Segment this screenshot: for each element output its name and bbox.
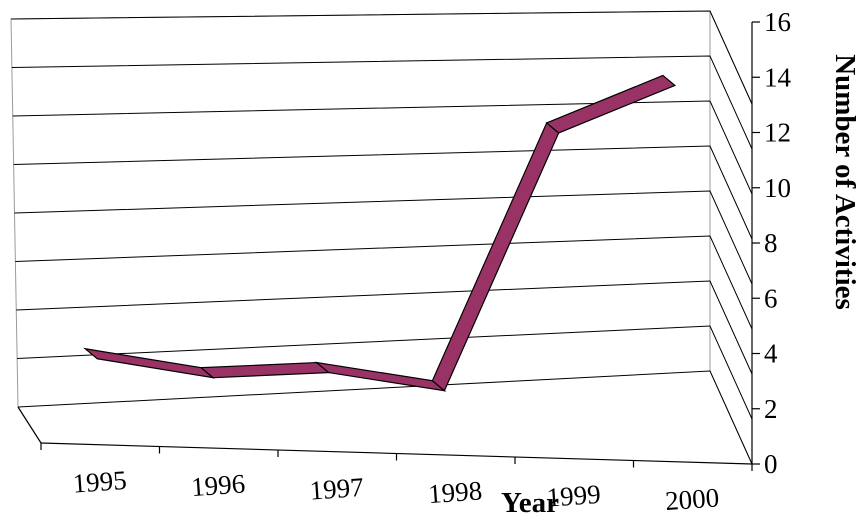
gridline [17, 370, 753, 465]
y-tick-label: 6 [764, 283, 778, 313]
y-axis-title: Number of Activities [829, 54, 861, 310]
y-tick-label: 16 [764, 7, 791, 37]
ribbon-segment [431, 121, 560, 392]
y-tick-label: 4 [764, 339, 778, 369]
gridline [11, 55, 753, 150]
gridlines [10, 10, 753, 465]
series-ribbon [83, 74, 677, 392]
x-axis-title: Year [501, 487, 559, 519]
y-tick-label: 10 [764, 173, 791, 203]
back-wall-border [10, 10, 711, 408]
x-tick-label: 2000 [664, 482, 720, 516]
x-tick-label: 1999 [546, 479, 602, 513]
gridline [14, 190, 753, 285]
gridline [16, 280, 753, 375]
y-tick-label: 8 [764, 228, 778, 258]
chart-walls [10, 10, 753, 465]
y-axis-ticks: 0 2 4 6 8 10 12 14 16 [752, 7, 792, 479]
y-tick-label: 0 [764, 449, 778, 479]
gridline [12, 100, 753, 195]
y-tick-label: 12 [764, 118, 791, 148]
y-tick-label: 2 [764, 394, 778, 424]
gridline [17, 325, 753, 420]
ribbon-segment [314, 361, 447, 392]
x-axis-ticks: 1995 1996 1997 1998 1999 2000 [40, 443, 753, 516]
x-tick-label: 1995 [72, 465, 128, 499]
ribbon-segment [83, 347, 216, 379]
ribbon-segment [545, 74, 677, 134]
x-tick-label: 1996 [190, 468, 246, 502]
gridline [10, 10, 753, 105]
gridline [15, 235, 753, 330]
floor-left-edge [17, 406, 42, 444]
x-tick-label: 1998 [427, 475, 483, 509]
x-tick-label: 1997 [309, 472, 365, 506]
gridline [13, 145, 753, 240]
ribbon-segment [199, 361, 331, 379]
y-tick-label: 14 [764, 62, 792, 92]
